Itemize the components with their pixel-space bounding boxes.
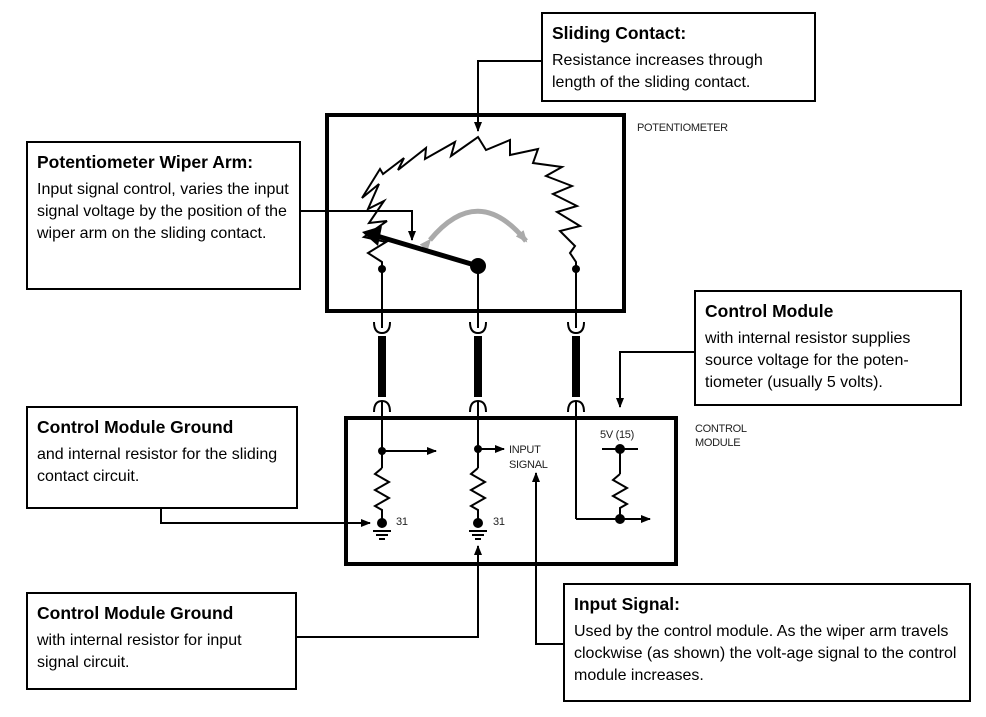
callout-ground-input: Control Module Ground with internal resi…	[26, 592, 297, 690]
callout-text: and internal resistor for the sliding co…	[37, 446, 278, 485]
callout-title: Sliding Contact:	[552, 23, 687, 43]
callout-title: Control Module	[705, 301, 834, 321]
callout-text: with internal resistor supplies source v…	[705, 330, 911, 391]
callout-text: with internal resistor for input signal …	[37, 632, 242, 671]
left-ground-circuit	[372, 418, 437, 540]
callout-control-module: Control Module with internal resistor su…	[694, 290, 962, 406]
wiper-arm	[376, 233, 479, 269]
leader-lines	[160, 60, 695, 645]
callout-input-signal: Input Signal: Used by the control module…	[563, 583, 971, 702]
pot-leads	[381, 271, 577, 328]
module-entry-leads	[381, 402, 577, 418]
terminal-right	[572, 265, 580, 273]
resistive-element	[361, 135, 583, 268]
input-signal-label-2: SIGNAL	[509, 459, 548, 471]
lower-connectors	[373, 399, 585, 413]
middle-ground-circuit	[468, 418, 505, 540]
harness-wires	[378, 336, 580, 397]
callout-title: Potentiometer Wiper Arm:	[37, 152, 254, 172]
middle-ground-dot	[473, 518, 483, 528]
middle-node-dot	[474, 445, 482, 453]
callout-text: Used by the control module. As the wiper…	[574, 623, 957, 684]
supply-voltage-label: 5V (15)	[600, 429, 634, 441]
supply-output-dot	[615, 514, 625, 524]
callout-wiper-arm: Potentiometer Wiper Arm: Input signal co…	[26, 141, 301, 290]
control-module-label-2: MODULE	[695, 437, 741, 449]
ground-mid-label: 31	[493, 516, 505, 528]
callout-sliding-contact: Sliding Contact: Resistance increases th…	[541, 12, 816, 102]
control-module-label-1: CONTROL	[695, 423, 747, 435]
wiper-pivot	[470, 258, 486, 274]
terminal-left	[378, 265, 386, 273]
rotation-arrow	[419, 208, 528, 251]
input-signal-label-1: INPUT	[509, 444, 541, 456]
wiper-arm-tip	[362, 226, 382, 246]
callout-title: Control Module Ground	[37, 603, 234, 623]
callout-ground-sliding: Control Module Ground and internal resis…	[26, 406, 298, 509]
potentiometer-label: POTENTIOMETER	[637, 122, 728, 134]
callout-text: Input signal control, varies the input s…	[37, 181, 289, 242]
supply-dot	[615, 444, 625, 454]
callout-title: Input Signal:	[574, 594, 680, 614]
upper-connectors	[373, 321, 585, 335]
callout-title: Control Module Ground	[37, 417, 234, 437]
ground-left-label: 31	[396, 516, 408, 528]
callout-text: Resistance increases through length of t…	[552, 52, 763, 91]
left-node-dot	[378, 447, 386, 455]
left-ground-dot	[377, 518, 387, 528]
